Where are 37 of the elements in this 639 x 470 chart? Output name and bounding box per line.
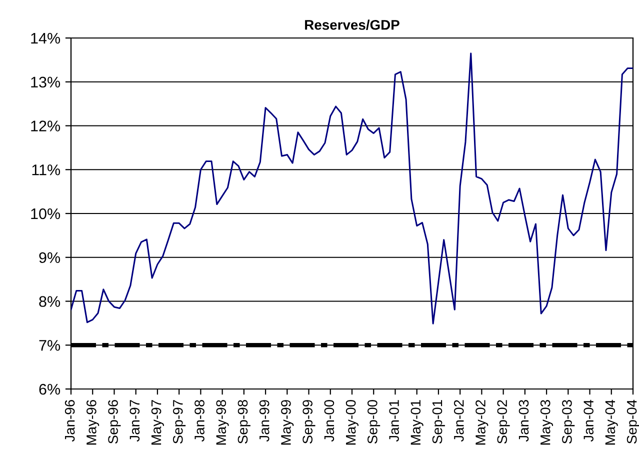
x-tick-label: Sep-02 (497, 400, 510, 444)
x-tick-label: May-99 (281, 400, 294, 445)
y-tick-label: 10% (31, 208, 60, 220)
x-tick-label: Sep-01 (432, 400, 445, 444)
x-tick-label: Sep-00 (368, 400, 380, 444)
x-tick-label: May-00 (346, 400, 358, 445)
x-tick-label: Jan-98 (194, 400, 204, 442)
x-tick-label: May-02 (476, 400, 488, 445)
x-tick-label: Jan-99 (259, 400, 270, 442)
x-tick-label: Sep-97 (172, 400, 186, 444)
x-tick-label: Sep-96 (108, 400, 121, 444)
y-tick-label: 14% (31, 32, 60, 44)
x-tick-label: May-04 (605, 400, 618, 445)
x-tick-label: Jan-97 (130, 400, 140, 442)
x-tick-label: Sep-98 (238, 400, 250, 444)
y-tick-label: 6% (39, 384, 60, 395)
x-tick-label: Jan-01 (389, 400, 399, 442)
x-tick-label: May-03 (540, 400, 554, 445)
x-tick-label: May-96 (86, 400, 100, 445)
y-tick-label: 13% (31, 76, 60, 88)
x-tick-label: Jan-02 (454, 400, 464, 442)
x-tick-label: Sep-04 (626, 400, 639, 444)
y-tick-label: 9% (39, 252, 60, 264)
x-tick-label: May-98 (216, 400, 229, 445)
y-tick-label: 7% (39, 340, 60, 351)
x-tick-label: May-97 (151, 400, 164, 445)
x-tick-label: Jan-00 (324, 400, 334, 442)
x-tick-label: Sep-99 (302, 400, 316, 444)
chart-title: Reserves/GDP (305, 20, 400, 30)
x-tick-label: Jan-04 (584, 400, 594, 442)
x-tick-label: Jan-03 (518, 400, 529, 442)
y-tick-label: 12% (31, 120, 60, 132)
x-tick-label: Sep-03 (562, 400, 575, 444)
y-tick-label: 8% (39, 296, 60, 307)
y-tick-label: 11% (32, 164, 60, 176)
x-tick-label: Jan-96 (64, 400, 75, 442)
x-tick-label: May-01 (410, 400, 424, 445)
